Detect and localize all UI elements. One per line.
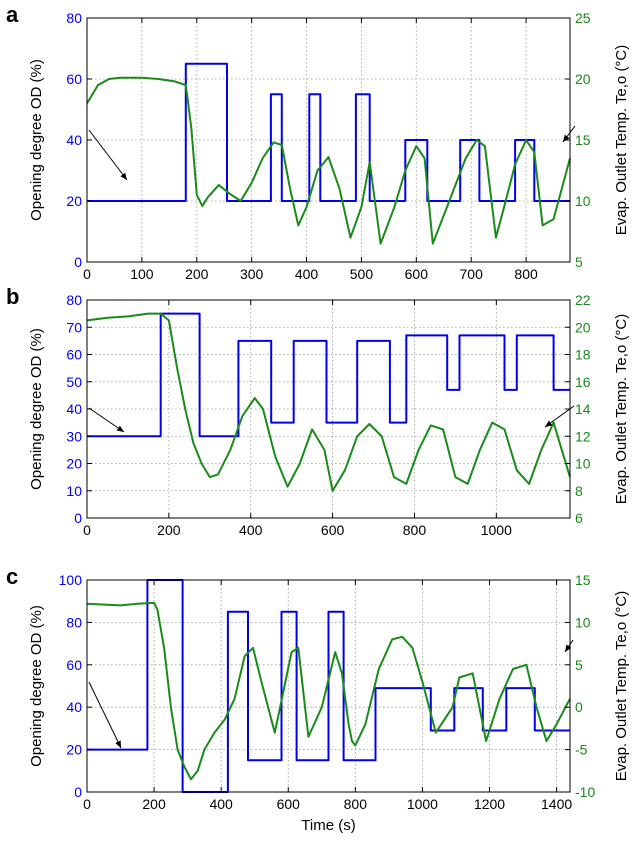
arrow-right-axis: [564, 639, 574, 653]
panel-label: b: [6, 284, 19, 309]
y-tick-label-right: 6: [575, 510, 583, 526]
y-tick-label-left: 20: [66, 456, 82, 472]
x-tick-label: 100: [130, 266, 154, 282]
y-tick-label-right: 10: [575, 614, 591, 630]
y-tick-label-left: 70: [66, 319, 82, 335]
y-tick-label-left: 40: [66, 132, 82, 148]
panel-label: c: [6, 564, 18, 589]
y-tick-label-right: 14: [575, 401, 591, 417]
x-tick-label: 0: [83, 522, 91, 538]
series-opening-degree: [87, 62, 570, 202]
axes-frame: [86, 579, 571, 793]
y-tick-label-right: 15: [575, 572, 591, 588]
x-tick-label: 0: [83, 266, 91, 282]
y-tick-label-right: 25: [575, 10, 591, 26]
y-tick-label-right: 0: [575, 699, 583, 715]
y-axis-label-left: Opening degree OD (%): [28, 328, 45, 490]
y-tick-label-left: 60: [66, 347, 82, 363]
y-tick-label-left: 0: [74, 254, 82, 270]
x-tick-label: 1000: [481, 522, 512, 538]
y-tick-label-right: 12: [575, 428, 591, 444]
x-tick-label: 0: [83, 796, 91, 812]
y-tick-label-left: 60: [66, 71, 82, 87]
x-tick-label: 500: [350, 266, 374, 282]
y-tick-label-right: 16: [575, 374, 591, 390]
x-tick-label: 200: [157, 522, 181, 538]
x-tick-label: 800: [514, 266, 538, 282]
x-tick-label: 400: [295, 266, 319, 282]
x-tick-label: 600: [321, 522, 345, 538]
x-tick-label: 800: [403, 522, 427, 538]
y-tick-label-right: 5: [575, 254, 583, 270]
y-tick-label-left: 60: [66, 657, 82, 673]
y-tick-label-left: 0: [74, 510, 82, 526]
y-tick-label-left: 40: [66, 401, 82, 417]
y-tick-label-right: 20: [575, 71, 591, 87]
panel-b: 0 200 400 600 800 1000 0 10 20 30 40 50 60 70 80 6 8 10 12…: [6, 284, 630, 538]
x-tick-label: 800: [344, 796, 368, 812]
panel-c: 0 200 400 600 800 1000 1200 1400020406080100-10…: [6, 564, 630, 834]
y-tick-label-left: 80: [66, 10, 82, 26]
y-tick-label-right: 10: [575, 456, 591, 472]
y-axis-label-right: Evap. Outlet Temp. Te,o (°C): [613, 591, 630, 782]
arrow-right-axis: [544, 405, 575, 428]
arrow-left-axis: [88, 407, 125, 433]
x-tick-label: 300: [240, 266, 264, 282]
series-outlet-temperature: [86, 312, 571, 492]
y-tick-label-left: 40: [66, 699, 82, 715]
y-tick-label-left: 80: [66, 614, 82, 630]
x-tick-label: 700: [460, 266, 484, 282]
y-axis-label-left: Opening degree OD (%): [28, 605, 45, 767]
y-tick-label-left: 20: [66, 193, 82, 209]
x-tick-label: 200: [142, 796, 166, 812]
y-tick-label-left: 50: [66, 374, 82, 390]
x-axis-label: Time (s): [301, 817, 355, 834]
y-axis-label-right: Evap. Outlet Temp. Te,o (°C): [613, 314, 630, 505]
y-tick-label-right: 22: [575, 292, 591, 308]
x-tick-label: 400: [209, 796, 233, 812]
y-axis-label-right: Evap. Outlet Temp. Te,o (°C): [613, 45, 630, 236]
x-tick-label: 200: [185, 266, 209, 282]
y-tick-label-right: 5: [575, 657, 583, 673]
y-tick-label-left: 80: [66, 292, 82, 308]
series-outlet-temperature: [86, 76, 571, 245]
y-tick-label-right: -5: [575, 742, 588, 758]
y-axis-label-left: Opening degree OD (%): [28, 59, 45, 221]
series-outlet-temperature: [86, 601, 571, 781]
panel-a: 0 100 200 300 400 500 600 700 800 0 20 40 60 80 5 10 15 2…: [6, 2, 630, 282]
x-tick-label: 600: [405, 266, 429, 282]
x-tick-label: 600: [277, 796, 301, 812]
arrow-left-axis: [88, 129, 128, 181]
x-tick-label: 1200: [474, 796, 505, 812]
y-tick-label-right: 8: [575, 483, 583, 499]
y-tick-label-left: 20: [66, 742, 82, 758]
arrow-right-axis: [562, 125, 576, 143]
y-tick-label-right: -10: [575, 784, 595, 800]
series-opening-degree: [87, 312, 570, 438]
y-tick-label-right: 18: [575, 347, 591, 363]
y-tick-label-right: 20: [575, 319, 591, 335]
y-tick-label-left: 30: [66, 428, 82, 444]
y-tick-label-left: 10: [66, 483, 82, 499]
panel-label: a: [6, 2, 19, 27]
y-tick-label-right: 15: [575, 132, 591, 148]
y-tick-label-right: 10: [575, 193, 591, 209]
x-tick-label: 1000: [407, 796, 438, 812]
y-tick-label-left: 100: [59, 572, 83, 588]
x-tick-label: 1400: [541, 796, 572, 812]
arrow-left-axis: [88, 681, 122, 749]
x-tick-label: 400: [239, 522, 263, 538]
y-tick-label-left: 0: [74, 784, 82, 800]
